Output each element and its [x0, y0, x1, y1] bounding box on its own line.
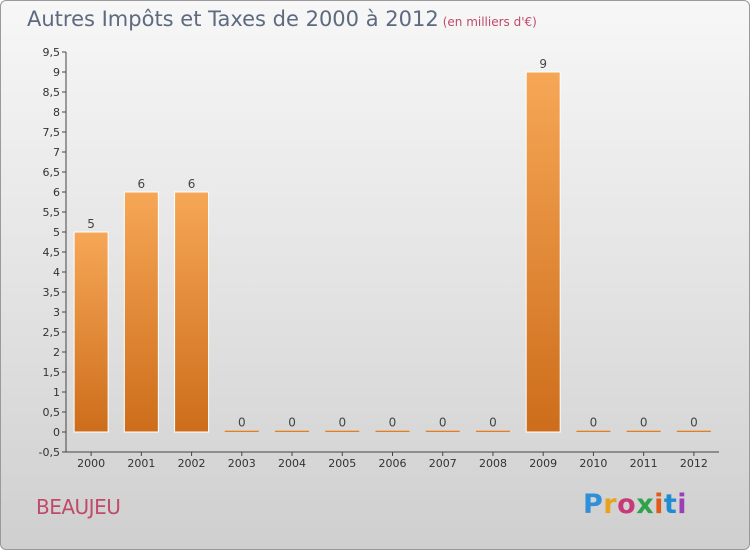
- y-tick-label: 0,5: [43, 406, 61, 419]
- data-label-2012: 0: [690, 416, 698, 430]
- x-tick-label: 2002: [178, 457, 206, 470]
- bar-2006: [375, 430, 410, 432]
- bars-group: [73, 71, 711, 433]
- bar-2005: [325, 430, 360, 432]
- y-tick-label: -0,5: [39, 446, 60, 459]
- logo-letter: x: [636, 489, 655, 520]
- y-tick-label: 4,5: [43, 246, 61, 259]
- y-tick-label: 3: [53, 306, 60, 319]
- y-tick-label: 0: [53, 426, 60, 439]
- bar-2007: [425, 430, 460, 432]
- bar-2009: [525, 71, 561, 433]
- x-tick-label: 2011: [630, 457, 658, 470]
- y-tick-label: 8,5: [43, 86, 61, 99]
- y-axis: -0,5 0 0,5 1 1,5 2 2,5 3 3,5 4 4,5 5 5,5 6 6,5 7 7,5 8 8,5…: [39, 46, 67, 459]
- data-label-2006: 0: [389, 416, 397, 430]
- logo-letter: P: [583, 489, 604, 520]
- data-label-2003: 0: [238, 416, 246, 430]
- y-tick-label: 7,5: [43, 126, 61, 139]
- x-tick-label: 2000: [77, 457, 105, 470]
- x-tick-label: 2009: [529, 457, 557, 470]
- y-tick-label: 9: [53, 66, 60, 79]
- proxiti-logo[interactable]: Proxiti: [583, 489, 687, 520]
- x-tick-label: 2008: [479, 457, 507, 470]
- data-label-2009: 9: [539, 57, 547, 71]
- y-tick-label: 5: [53, 226, 60, 239]
- x-tick-label: 2005: [328, 457, 356, 470]
- chart-title: Autres Impôts et Taxes de 2000 à 2012 (en…: [27, 7, 537, 31]
- y-tick-label: 4: [53, 266, 60, 279]
- data-label-2010: 0: [590, 416, 598, 430]
- bar-2001: [123, 191, 159, 433]
- data-label-2002: 6: [188, 177, 196, 191]
- y-tick-label: 2,5: [43, 326, 61, 339]
- bar-2012: [676, 430, 711, 432]
- bar-2002: [174, 191, 210, 433]
- bar-2000: [73, 231, 109, 433]
- data-label-2005: 0: [338, 416, 346, 430]
- x-tick-label: 2006: [379, 457, 407, 470]
- logo-letter: r: [603, 489, 618, 520]
- title-text: Autres Impôts et Taxes de 2000 à 2012: [27, 7, 439, 31]
- logo-letter: i: [654, 489, 664, 520]
- bar-2004: [275, 430, 310, 432]
- data-label-2011: 0: [640, 416, 648, 430]
- x-tick-label: 2001: [127, 457, 155, 470]
- logo-letter: o: [617, 489, 637, 520]
- unit-label: (en milliers d'€): [442, 15, 537, 29]
- data-label-2000: 5: [87, 217, 95, 231]
- x-tick-label: 2007: [429, 457, 457, 470]
- x-tick-label: 2012: [680, 457, 708, 470]
- data-label-2008: 0: [489, 416, 497, 430]
- y-tick-label: 5,5: [43, 206, 61, 219]
- commune-name: BEAUJEU: [36, 495, 121, 519]
- x-tick-label: 2003: [228, 457, 256, 470]
- bar-2003: [224, 430, 259, 432]
- y-tick-label: 8: [53, 106, 60, 119]
- logo-letter: i: [677, 489, 688, 520]
- bar-2008: [475, 430, 510, 432]
- data-labels-group: 5 6 6 0 0 0 0 0 0 9 0 0 0: [87, 57, 697, 430]
- logo-letter: t: [663, 489, 678, 520]
- y-tick-label: 9,5: [43, 46, 61, 59]
- y-tick-label: 2: [53, 346, 60, 359]
- data-label-2007: 0: [439, 416, 447, 430]
- bar-2011: [626, 430, 661, 432]
- x-tick-label: 2004: [278, 457, 306, 470]
- y-tick-label: 1,5: [43, 366, 61, 379]
- x-tick-label: 2010: [579, 457, 607, 470]
- x-axis: 2000 2001 2002 2003 2004 2005 2006 2007 2008 2009…: [66, 451, 719, 470]
- y-tick-label: 1: [53, 386, 60, 399]
- y-tick-label: 6,5: [43, 166, 61, 179]
- data-label-2001: 6: [138, 177, 146, 191]
- y-tick-label: 3,5: [43, 286, 61, 299]
- data-label-2004: 0: [288, 416, 296, 430]
- y-tick-label: 6: [53, 186, 60, 199]
- y-tick-label: 7: [53, 146, 60, 159]
- bar-2010: [576, 430, 611, 432]
